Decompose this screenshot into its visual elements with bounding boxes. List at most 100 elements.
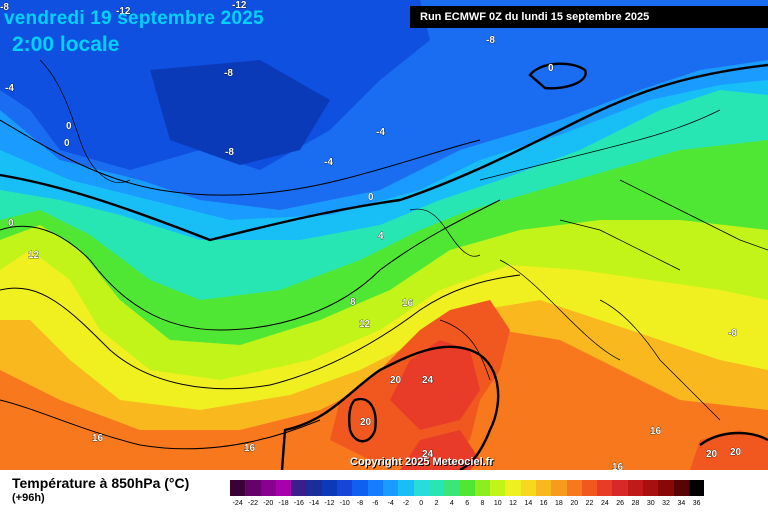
legend-swatch (459, 480, 475, 496)
legend-swatch (444, 480, 460, 496)
legend-swatch (551, 480, 567, 496)
legend-swatch (382, 480, 399, 496)
contour-label: -12 (116, 6, 131, 17)
contour-label: 0 (8, 218, 14, 229)
legend-tick-label: 12 (509, 500, 517, 507)
legend-tick-label: -4 (387, 500, 394, 507)
legend-tick-label: 0 (419, 500, 424, 507)
legend-tick-label: 20 (570, 500, 579, 507)
contour-label: 16 (612, 462, 624, 470)
legend-tick-label: -6 (372, 500, 379, 507)
contour-label: -4 (324, 157, 333, 168)
legend-swatch (413, 480, 429, 496)
legend-tick-label: -20 (263, 500, 274, 507)
contour-label: -4 (5, 83, 14, 94)
color-legend (230, 480, 705, 496)
legend-swatch (230, 480, 246, 496)
legend-tick-label: 22 (585, 500, 594, 507)
legend-swatch (337, 480, 353, 496)
legend-tick-label: -16 (293, 500, 304, 507)
contour-label: 16 (92, 433, 104, 444)
legend-tick-label: 30 (646, 500, 655, 507)
contour-label: 0 (64, 138, 70, 149)
coastlines (39, 59, 768, 421)
temperature-map: -8 -12 -12 -8 -8 -4 0 0 -4 -8 -4 0 0 4 1… (0, 0, 768, 470)
legend-swatch (612, 480, 628, 496)
contour-label: 16 (402, 298, 414, 309)
contour-label: 12 (28, 250, 40, 261)
field-hot-core (390, 340, 480, 430)
contour-label: -4 (376, 127, 385, 138)
legend-tick-label: 34 (677, 500, 686, 507)
legend-tick-label: 28 (631, 500, 640, 507)
contour-label: 24 (422, 449, 434, 460)
legend-swatch (581, 480, 598, 496)
legend-tick-label: 14 (524, 500, 533, 507)
legend-tick-label: 26 (616, 500, 625, 507)
contour-label: -8 (486, 35, 495, 46)
legend-tick-label: 6 (465, 500, 470, 507)
field-coldest (150, 60, 330, 165)
contour-label: 12 (359, 319, 371, 330)
forecast-time: 2:00 locale (12, 33, 120, 56)
map-canvas: -8 -12 -12 -8 -8 -4 0 0 -4 -8 -4 0 0 4 1… (0, 0, 768, 470)
legend-swatch (306, 480, 322, 496)
legend-tick-label: 2 (434, 500, 439, 507)
copyright: Copyright 2025 Meteociel.fr (350, 456, 494, 468)
legend-tick-label: 36 (692, 500, 701, 507)
legend-swatch (321, 480, 338, 496)
contour-label: -12 (232, 0, 247, 11)
legend-swatch (428, 480, 445, 496)
legend-swatch (505, 480, 521, 496)
legend-swatch (291, 480, 307, 496)
contour-label: 16 (244, 443, 256, 454)
legend-swatch (566, 480, 582, 496)
legend-swatch (352, 480, 368, 496)
legend-swatch (260, 480, 276, 496)
contour-label: 20 (360, 417, 372, 428)
variable-label: Température à 850hPa (°C) (12, 475, 190, 491)
contour-label: -8 (728, 328, 737, 339)
contour-label: 20 (706, 449, 718, 460)
contour-label: 8 (350, 297, 356, 308)
contour-label: 20 (730, 447, 742, 458)
legend-swatch (474, 480, 491, 496)
isotherm-bold (0, 62, 768, 470)
legend-tick-label: -18 (278, 500, 289, 507)
run-info: Run ECMWF 0Z du lundi 15 septembre 2025 (410, 6, 768, 28)
contour-label: 0 (368, 192, 374, 203)
forecast-date: vendredi 19 septembre 2025 (4, 8, 264, 29)
legend-swatch (627, 480, 644, 496)
contour-label: -8 (0, 2, 9, 13)
legend-swatch (398, 480, 414, 496)
legend-swatch (643, 480, 659, 496)
legend-tick-label: -8 (356, 500, 364, 507)
field-hot-south (400, 430, 480, 470)
legend-swatch (367, 480, 383, 496)
legend-tick-label: -12 (324, 500, 335, 507)
contour-label: 4 (378, 231, 384, 242)
contour-label: 16 (650, 426, 662, 437)
legend-tick-label: 18 (555, 500, 563, 507)
contour-label: 0 (66, 121, 72, 132)
legend-swatch (688, 480, 705, 496)
contour-labels: -8 -12 -12 -8 -8 -4 0 0 -4 -8 -4 0 0 4 1… (0, 0, 742, 470)
legend-ticks: -24 -22 -20 -18 -16 -14 -12 -10 -8 -6 -4 -2 0 2 4 6 8 10 1… (230, 500, 701, 510)
contour-label: 24 (422, 375, 434, 386)
legend-swatch (490, 480, 506, 496)
legend-tick-label: 24 (600, 500, 609, 507)
legend-swatch (535, 480, 552, 496)
legend-tick-label: 10 (493, 500, 502, 507)
legend-swatch (275, 480, 292, 496)
legend-swatch (673, 480, 689, 496)
legend-swatch (520, 480, 536, 496)
legend-swatch (658, 480, 674, 496)
legend-tick-label: 4 (449, 500, 454, 507)
legend-tick-label: 8 (480, 500, 485, 507)
legend-tick-label: -24 (232, 500, 243, 507)
legend-swatch (597, 480, 613, 496)
legend-tick-label: -22 (247, 500, 258, 507)
contour-label: -8 (225, 147, 234, 158)
legend-tick-label: -2 (402, 500, 410, 507)
legend-tick-label: -14 (309, 500, 320, 507)
